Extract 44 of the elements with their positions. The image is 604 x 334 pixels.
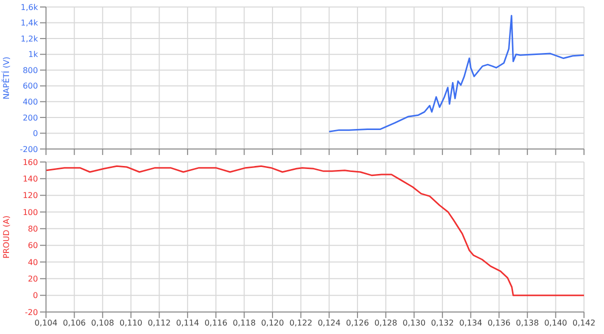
y-tick-label: 800 — [22, 66, 38, 75]
x-tick-label: 0,138 — [516, 318, 539, 328]
y-tick-label: 20 — [28, 274, 38, 284]
y-tick-label: 400 — [22, 98, 38, 107]
x-tick-label: 0,116 — [204, 318, 228, 328]
x-tick-label: 0,142 — [572, 318, 596, 328]
x-tick-label: 0,108 — [91, 318, 114, 328]
y-tick-label: 120 — [22, 191, 38, 200]
x-tick-label: 0,130 — [402, 318, 426, 328]
y-tick-label: 600 — [22, 82, 38, 91]
x-tick-label: 0,118 — [232, 318, 256, 328]
y-tick-label: 200 — [22, 113, 38, 122]
y-tick-label: 100 — [22, 208, 38, 217]
y-axis-title: PROUD (A) — [2, 216, 11, 258]
y-tick-label: 0 — [32, 291, 38, 300]
x-tick-label: 0,140 — [544, 318, 568, 328]
y-tick-label: 160 — [22, 158, 38, 167]
x-tick-label: 0,110 — [119, 318, 142, 328]
y-tick-label: 1,4k — [20, 18, 38, 28]
y-tick-label: -20 — [24, 308, 38, 317]
y-tick-label: 140 — [22, 174, 38, 184]
y-tick-label: 60 — [28, 241, 38, 250]
x-tick-label: 0,104 — [34, 318, 58, 328]
y-axis-title: NAPĚTÍ (V) — [0, 56, 11, 100]
y-tick-label: 40 — [28, 258, 38, 267]
x-tick-label: 0,120 — [261, 318, 284, 328]
x-tick-label: 0,132 — [430, 318, 454, 328]
x-tick-label: 0,128 — [374, 318, 398, 328]
line-series — [46, 165, 584, 296]
x-tick-label: 0,122 — [289, 318, 312, 328]
x-tick-label: 0,114 — [176, 318, 200, 328]
x-tick-label: 0,112 — [148, 318, 171, 328]
y-tick-label: 1k — [28, 50, 38, 60]
y-tick-label: 80 — [28, 224, 38, 234]
y-tick-label: 1,2k — [20, 34, 38, 44]
y-tick-label: -200 — [20, 144, 38, 154]
x-tick-label: 0,136 — [488, 318, 511, 328]
y-tick-label: 0 — [32, 129, 38, 138]
y-tick-label: 1,6k — [20, 2, 38, 12]
x-tick-label: 0,106 — [62, 318, 86, 328]
line-series — [328, 14, 584, 132]
x-tick-label: 0,126 — [346, 318, 369, 328]
x-tick-label: 0,124 — [318, 318, 341, 328]
x-tick-label: 0,134 — [459, 318, 482, 328]
